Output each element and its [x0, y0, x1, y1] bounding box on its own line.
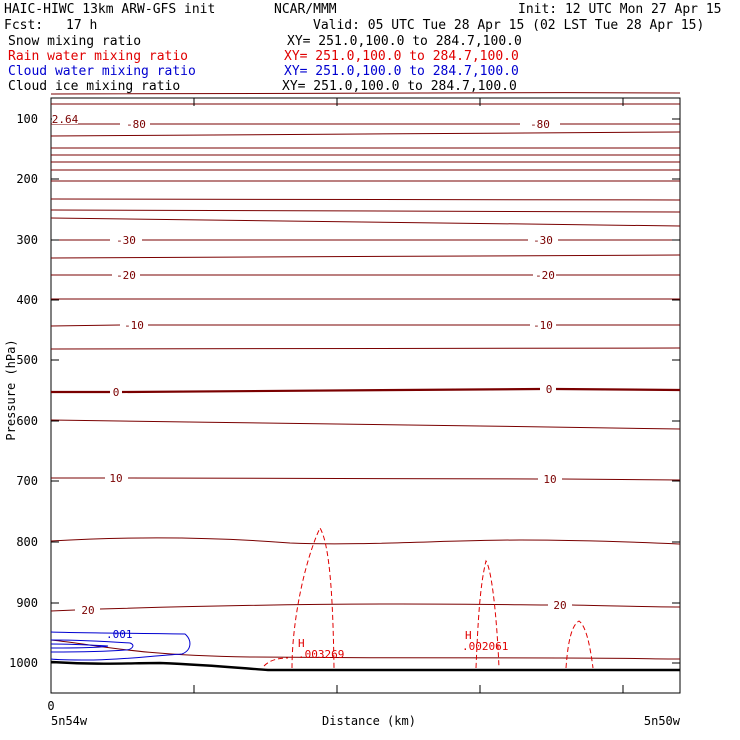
isotherm-label: 20: [81, 604, 94, 617]
y-axis-title: Pressure (hPa): [4, 339, 18, 440]
isotherm-labels: 2.64 -80 -80 -30 -30 -20 -20 -10 -10 0 0…: [52, 113, 567, 617]
legend-cloudice-xy: XY= 251.0,100.0 to 284.7,100.0: [282, 79, 517, 94]
x-left-label: 5n54w: [51, 714, 88, 728]
isotherm-label: 0: [546, 383, 553, 396]
isotherm-label: -10: [533, 319, 553, 332]
isotherm-label: -10: [124, 319, 144, 332]
cloud-water-contour: [50, 631, 191, 661]
y-tick-label: 700: [16, 474, 38, 488]
isotherm-contours: [50, 91, 681, 660]
isotherm-line: [50, 603, 681, 612]
y-tick-label: 300: [16, 233, 38, 247]
max-value: .002061: [462, 640, 508, 653]
cloud-water-label: .001: [106, 628, 133, 641]
rain-contour: [291, 526, 335, 669]
terrain-line: [50, 660, 680, 672]
isotherm-line: [50, 131, 681, 137]
cloud-water-contour: [50, 643, 109, 649]
x-axis-title: Distance (km): [322, 714, 416, 728]
max-value: .003269: [298, 648, 344, 661]
isotherm-label: -20: [535, 269, 555, 282]
y-tick-label: 200: [16, 172, 38, 186]
isotherm-line: [50, 209, 681, 213]
max-marker: H: [465, 629, 472, 642]
isotherm-line: [51, 477, 681, 481]
forecast-label: Fcst:: [4, 18, 44, 33]
isotherm-label: 20: [553, 599, 566, 612]
valid-time: Valid: 05 UTC Tue 28 Apr 15 (02 LST Tue …: [313, 18, 705, 33]
isotherm-line: [50, 198, 681, 201]
isotherm-label: -20: [116, 269, 136, 282]
isotherm-line: [50, 639, 681, 660]
y-tick-label: 1000: [9, 656, 38, 670]
legend-rain-xy: XY= 251.0,100.0 to 284.7,100.0: [284, 49, 519, 64]
rain-water-contours: [263, 526, 594, 669]
corner-value-label: 2.64: [52, 113, 79, 126]
y-tick-label: 400: [16, 293, 38, 307]
forecast-hours: 17 h: [66, 18, 98, 33]
cloud-water-contours: [50, 631, 191, 661]
isotherm-line: [51, 387, 681, 394]
cloud-water-contour: [50, 639, 134, 653]
legend-rain-name: Rain water mixing ratio: [8, 49, 189, 64]
isotherm-label: -30: [116, 234, 136, 247]
isotherm-label: -30: [533, 234, 553, 247]
legend-cloudwater-name: Cloud water mixing ratio: [8, 64, 196, 79]
legend-snow-name: Snow mixing ratio: [8, 34, 142, 49]
isotherm-label: -80: [530, 118, 550, 131]
isotherm-label: 0: [113, 386, 120, 399]
rain-contour: [565, 620, 594, 669]
model-title: HAIC-HIWC 13km ARW-GFS init: [4, 2, 216, 17]
org-label: NCAR/MMM: [274, 2, 337, 17]
y-tick-label: 100: [16, 112, 38, 126]
y-tick-labels: 100 200 300 400 500 600 700 800 900 1000: [9, 112, 38, 670]
rain-maxima: H .003269 H .002061: [298, 629, 508, 661]
isotherm-line: [50, 324, 680, 327]
max-marker: H: [298, 637, 305, 650]
y-tick-label: 500: [16, 353, 38, 367]
plot-frame: [50, 97, 681, 694]
y-tick-label: 600: [16, 414, 38, 428]
rain-contour: [263, 657, 289, 667]
y-tick-label: 900: [16, 596, 38, 610]
y-tick-label: 800: [16, 535, 38, 549]
isotherm-line: [50, 537, 681, 545]
isotherm-line: [50, 91, 681, 95]
x-start-label: 0: [47, 699, 54, 713]
init-time: Init: 12 UTC Mon 27 Apr 15: [518, 2, 722, 17]
legend-cloudice-name: Cloud ice mixing ratio: [8, 79, 181, 94]
legend-cloudwater-xy: XY= 251.0,100.0 to 284.7,100.0: [284, 64, 519, 79]
isotherm-line: [50, 254, 681, 259]
isotherm-line: [50, 347, 681, 350]
isotherm-line: [50, 217, 681, 227]
isotherm-label: 10: [109, 472, 122, 485]
legend-snow-xy: XY= 251.0,100.0 to 284.7,100.0: [287, 34, 522, 49]
isotherm-label: -80: [126, 118, 146, 131]
isotherm-label: 10: [543, 473, 556, 486]
x-right-label: 5n50w: [644, 714, 681, 728]
rain-contour: [475, 559, 500, 669]
isotherm-line: [50, 419, 681, 430]
